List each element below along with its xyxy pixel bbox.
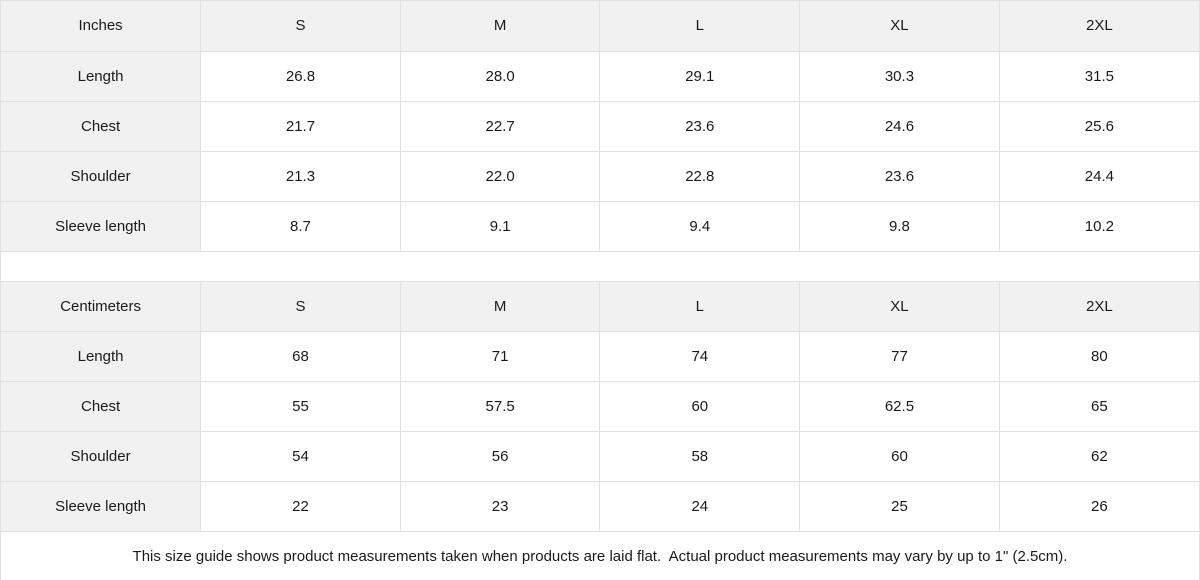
size-cell: 21.7 bbox=[200, 101, 401, 152]
size-cell: 25 bbox=[799, 481, 1000, 532]
size-cell: 60 bbox=[599, 381, 801, 432]
size-cell: 10.2 bbox=[999, 201, 1199, 252]
centimeters-header-row: Centimeters S M L XL 2XL bbox=[1, 281, 1199, 332]
table-row-length: Length 26.8 28.0 29.1 30.3 31.5 bbox=[1, 51, 1199, 102]
size-cell: 54 bbox=[200, 431, 401, 482]
size-cell: 62 bbox=[999, 431, 1199, 482]
unit-header: Centimeters bbox=[1, 281, 202, 332]
size-cell: 57.5 bbox=[400, 381, 601, 432]
size-header-2xl: 2XL bbox=[999, 281, 1199, 332]
size-cell: 60 bbox=[799, 431, 1000, 482]
size-cell: 9.1 bbox=[400, 201, 601, 252]
size-header-m: M bbox=[400, 1, 601, 52]
table-row-length: Length 68 71 74 77 80 bbox=[1, 331, 1199, 382]
size-cell: 24.4 bbox=[999, 151, 1199, 202]
size-cell: 8.7 bbox=[200, 201, 401, 252]
size-cell: 29.1 bbox=[599, 51, 801, 102]
size-cell: 24 bbox=[599, 481, 801, 532]
row-label: Shoulder bbox=[1, 151, 202, 202]
size-cell: 25.6 bbox=[999, 101, 1199, 152]
row-label: Sleeve length bbox=[1, 201, 202, 252]
size-cell: 22.8 bbox=[599, 151, 801, 202]
size-header-s: S bbox=[200, 281, 401, 332]
size-cell: 68 bbox=[200, 331, 401, 382]
size-cell: 26.8 bbox=[200, 51, 401, 102]
table-row-sleeve-length: Sleeve length 8.7 9.1 9.4 9.8 10.2 bbox=[1, 201, 1199, 252]
size-cell: 56 bbox=[400, 431, 601, 482]
inches-table: Inches S M L XL 2XL Length 26.8 28.0 29.… bbox=[1, 1, 1199, 252]
size-header-s: S bbox=[200, 1, 401, 52]
size-header-l: L bbox=[599, 1, 801, 52]
size-cell: 55 bbox=[200, 381, 401, 432]
table-row-chest: Chest 21.7 22.7 23.6 24.6 25.6 bbox=[1, 101, 1199, 152]
size-cell: 23 bbox=[400, 481, 601, 532]
size-header-2xl: 2XL bbox=[999, 1, 1199, 52]
size-cell: 58 bbox=[599, 431, 801, 482]
spacer-row bbox=[1, 251, 1199, 282]
table-row-shoulder: Shoulder 54 56 58 60 62 bbox=[1, 431, 1199, 482]
row-label: Chest bbox=[1, 381, 202, 432]
size-cell: 26 bbox=[999, 481, 1199, 532]
size-header-xl: XL bbox=[799, 1, 1000, 52]
size-cell: 71 bbox=[400, 331, 601, 382]
size-header-l: L bbox=[599, 281, 801, 332]
table-row-shoulder: Shoulder 21.3 22.0 22.8 23.6 24.4 bbox=[1, 151, 1199, 202]
size-cell: 9.4 bbox=[599, 201, 801, 252]
centimeters-table: Centimeters S M L XL 2XL Length 68 71 74… bbox=[1, 281, 1199, 532]
size-cell: 62.5 bbox=[799, 381, 1000, 432]
row-label: Shoulder bbox=[1, 431, 202, 482]
size-cell: 74 bbox=[599, 331, 801, 382]
size-cell: 22 bbox=[200, 481, 401, 532]
size-guide-note: This size guide shows product measuremen… bbox=[1, 532, 1199, 580]
size-header-m: M bbox=[400, 281, 601, 332]
size-cell: 22.0 bbox=[400, 151, 601, 202]
row-label: Length bbox=[1, 51, 202, 102]
size-cell: 28.0 bbox=[400, 51, 601, 102]
size-cell: 23.6 bbox=[799, 151, 1000, 202]
row-label: Chest bbox=[1, 101, 202, 152]
size-cell: 21.3 bbox=[200, 151, 401, 202]
size-cell: 77 bbox=[799, 331, 1000, 382]
inches-header-row: Inches S M L XL 2XL bbox=[1, 1, 1199, 52]
size-cell: 65 bbox=[999, 381, 1199, 432]
row-label: Sleeve length bbox=[1, 481, 202, 532]
size-cell: 22.7 bbox=[400, 101, 601, 152]
size-header-xl: XL bbox=[799, 281, 1000, 332]
size-cell: 31.5 bbox=[999, 51, 1199, 102]
size-cell: 30.3 bbox=[799, 51, 1000, 102]
size-cell: 80 bbox=[999, 331, 1199, 382]
table-row-sleeve-length: Sleeve length 22 23 24 25 26 bbox=[1, 481, 1199, 532]
row-label: Length bbox=[1, 331, 202, 382]
size-cell: 24.6 bbox=[799, 101, 1000, 152]
size-cell: 9.8 bbox=[799, 201, 1000, 252]
unit-header: Inches bbox=[1, 1, 202, 52]
size-cell: 23.6 bbox=[599, 101, 801, 152]
table-row-chest: Chest 55 57.5 60 62.5 65 bbox=[1, 381, 1199, 432]
